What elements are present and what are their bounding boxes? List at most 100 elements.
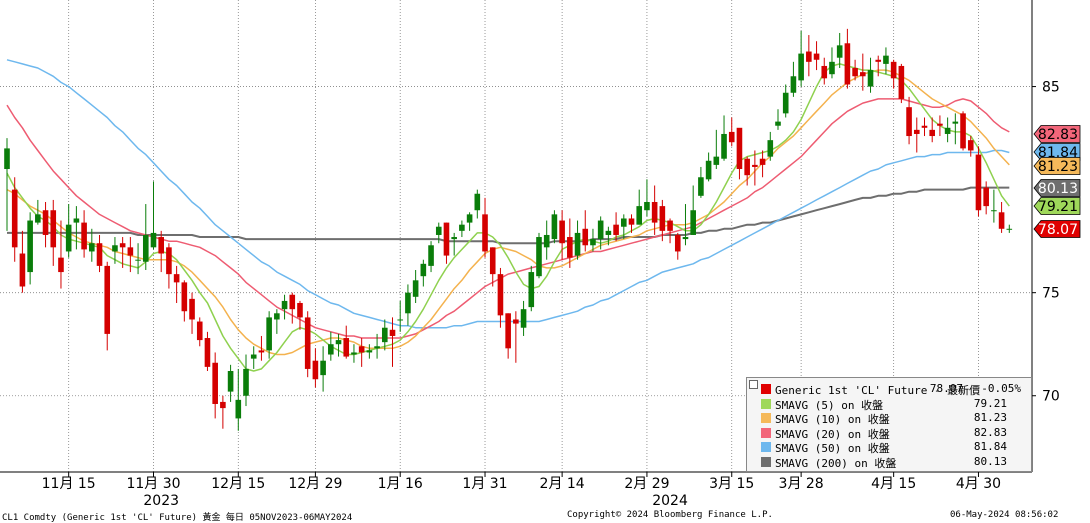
candle-body [929,129,935,137]
candle-body [775,121,781,126]
candle [867,57,874,93]
candle-body [42,210,49,235]
legend-series-value: 81.23 [973,411,1007,425]
candle-body [181,282,188,312]
candle-body [713,156,720,165]
candle [482,197,488,258]
candle [428,241,434,273]
last-value-tag: 80.13 [1033,179,1081,197]
candle-body [782,92,789,114]
candle-body [705,160,712,180]
candle-body [96,243,103,266]
sma200-line [7,186,1010,245]
x-tick-label: 3月 28 [779,476,824,492]
candle-body [374,346,380,349]
candle [782,84,789,118]
candle [505,313,511,359]
candle [921,117,928,137]
candle [297,300,303,330]
candle [11,177,18,262]
candle [960,111,966,151]
candle [58,220,64,289]
last-value-tag: 81.84 [1033,143,1081,161]
candle-body [89,243,95,252]
candle [975,146,982,217]
legend-series-value: 81.84 [973,440,1007,454]
candle [651,185,658,235]
legend-entry: SMAVG (5) on 收盤 79.21 [761,396,1027,412]
sma5-line [6,63,1010,372]
candle-body [104,265,111,334]
candle [397,300,404,332]
candle [528,265,535,312]
x-tick-label: 11月 15 [42,476,96,492]
candle [405,284,411,326]
candle-body [297,302,303,318]
candle [967,136,974,157]
candle-body [767,140,774,157]
candle [829,47,835,79]
candle [304,311,311,378]
candle [682,204,689,246]
candle [227,364,234,402]
candle-body [559,220,565,244]
candle-body [659,206,666,231]
candle-body [166,247,172,275]
legend-swatch [761,398,771,409]
y-tick-label: 85 [1042,80,1060,96]
candle [204,331,211,372]
candle-body [551,214,558,240]
candle-body [358,346,365,353]
x-tick-label: 12月 15 [211,476,265,492]
candle-body [212,362,218,404]
candle [1006,224,1013,233]
candle-body [304,317,311,369]
candle-body [451,237,457,240]
candle-body [867,70,874,87]
candle [112,237,118,264]
candle-body [227,371,234,392]
candle-body [582,228,589,246]
legend-grip-icon[interactable] [749,380,758,389]
candle-body [58,257,64,273]
last-value-tag: 78.07 [1033,220,1081,238]
legend-box[interactable]: Generic 1st 'CL' Future - 最新價 78.07 -0.05%… [746,377,1032,472]
candle [335,333,342,357]
candle [281,294,288,320]
candle [343,325,350,359]
candle-body [590,239,596,246]
candle-body [65,224,72,252]
candle [821,57,828,85]
candle [582,210,589,252]
candle-body [798,53,804,81]
candle-body [435,226,442,235]
candle [65,204,72,258]
year-label: 2024 [652,493,688,509]
candle-body [513,319,519,324]
tag-value: 82.83 [1038,127,1078,143]
candle [513,311,519,363]
candle [374,333,380,359]
candle-body [898,65,905,99]
candle [520,300,527,336]
candle [875,55,882,77]
legend-swatch [761,384,771,394]
candle [597,216,604,250]
candle [536,232,542,279]
candle-body [81,222,87,250]
footer-copyright: Copyright© 2024 Bloomberg Finance L.P. [567,510,773,520]
candle [883,47,889,75]
legend-series-value: 79.21 [973,396,1007,410]
candle [351,344,357,363]
candle [844,28,851,89]
candle [929,117,935,143]
candle-body [944,127,951,134]
candle-body [19,253,26,287]
candle [890,59,897,89]
candle-body [983,187,989,207]
footer-security-info: CL1 Comdty (Generic 1st 'CL' Future) 黃金 … [2,513,353,523]
candle [42,201,49,248]
candle [73,206,80,250]
legend-series-name: Generic 1st 'CL' Future - 最新價 [775,384,981,397]
